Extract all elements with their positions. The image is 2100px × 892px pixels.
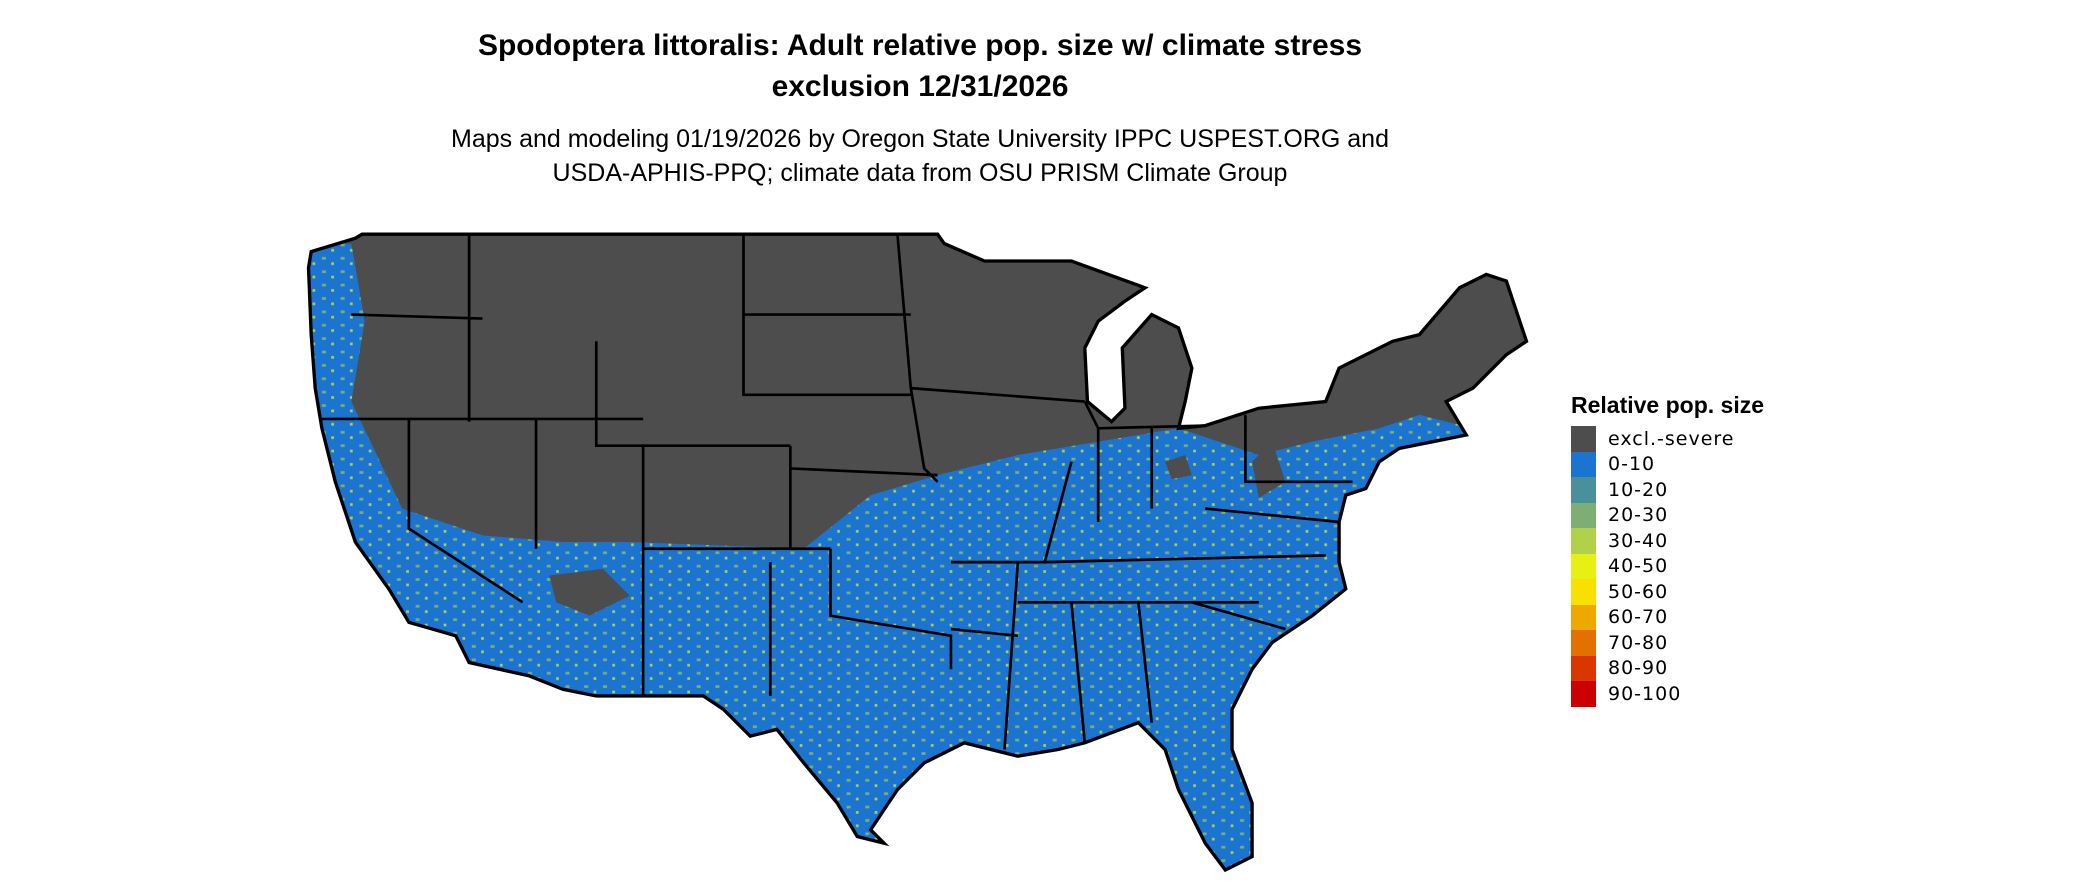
- legend-swatch: [1571, 528, 1596, 554]
- legend-item: excl.-severe: [1571, 426, 1764, 452]
- legend-label: 60-70: [1608, 606, 1669, 629]
- legend-item: 50-60: [1571, 579, 1764, 605]
- legend-item: 80-90: [1571, 655, 1764, 681]
- legend-item: 0-10: [1571, 451, 1764, 477]
- legend-item: 30-40: [1571, 528, 1764, 554]
- legend-swatch: [1571, 502, 1596, 528]
- legend-swatch: [1571, 655, 1596, 681]
- legend-label: 40-50: [1608, 555, 1669, 578]
- legend-item: 70-80: [1571, 630, 1764, 656]
- legend-label: 90-100: [1608, 682, 1682, 705]
- legend-title: Relative pop. size: [1571, 392, 1765, 418]
- legend-swatch: [1571, 553, 1596, 579]
- state-borders: [321, 234, 1353, 750]
- legend-items: excl.-severe 0-10 10-20 20-30 30-40 40-50 50-6…: [1571, 426, 1764, 707]
- map-title-line1: Spodoptera littoralis: Adult relative po…: [477, 29, 1363, 62]
- map-subtitle-line2: USDA-APHIS-PPQ; climate data from OSU PR…: [552, 159, 1288, 187]
- legend-label: 0-10: [1608, 453, 1656, 476]
- legend-swatch: [1571, 604, 1596, 630]
- legend-item: 90-100: [1571, 681, 1764, 707]
- legend-swatch: [1571, 451, 1596, 477]
- legend-label: 10-20: [1608, 478, 1669, 501]
- legend-item: 10-20: [1571, 477, 1764, 503]
- legend-label: excl.-severe: [1608, 427, 1735, 450]
- legend-item: 20-30: [1571, 502, 1764, 528]
- legend-label: 70-80: [1608, 631, 1669, 654]
- map-subtitle-line1: Maps and modeling 01/19/2026 by Oregon S…: [451, 125, 1389, 153]
- legend: Relative pop. size excl.-severe 0-10 10-20…: [1571, 392, 1764, 707]
- legend-item: 40-50: [1571, 553, 1764, 579]
- legend-swatch: [1571, 681, 1596, 707]
- map-title-line2: exclusion 12/31/2026: [771, 70, 1069, 103]
- legend-label: 50-60: [1608, 580, 1669, 603]
- legend-label: 20-30: [1608, 504, 1669, 527]
- excluded-patches: [549, 441, 1286, 616]
- legend-swatch: [1571, 477, 1596, 503]
- legend-item: 60-70: [1571, 604, 1764, 630]
- legend-swatch: [1571, 426, 1596, 452]
- legend-swatch: [1571, 630, 1596, 656]
- legend-label: 80-90: [1608, 657, 1669, 680]
- legend-label: 30-40: [1608, 529, 1669, 552]
- legend-swatch: [1571, 579, 1596, 605]
